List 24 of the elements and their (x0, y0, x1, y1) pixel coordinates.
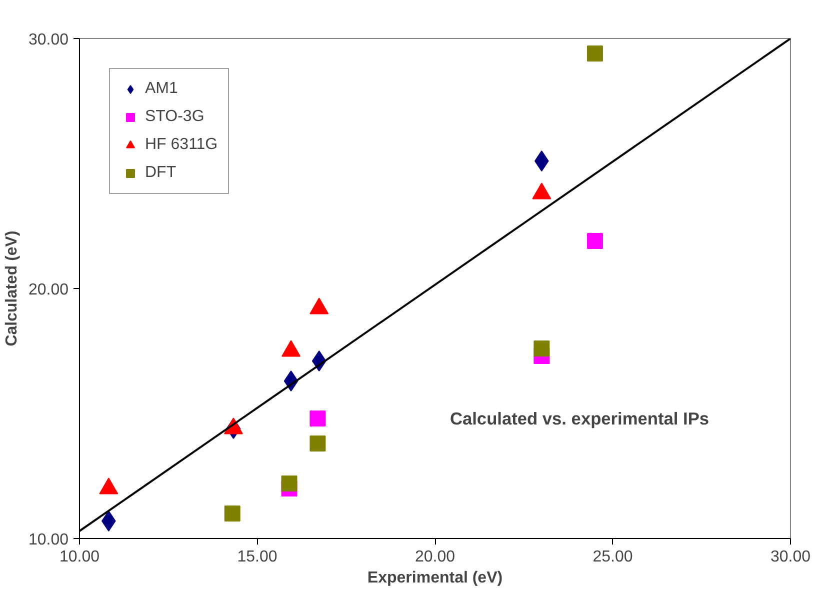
point (534, 150, 549, 172)
point (586, 46, 603, 62)
y-tick-label: 20.00 (28, 282, 69, 298)
point (281, 476, 298, 492)
point (310, 436, 326, 452)
y-axis-title: Calculated (eV) (3, 230, 20, 346)
x-tick-label: 30.00 (770, 548, 811, 566)
point (310, 410, 326, 426)
y-tick-label: 10.00 (28, 532, 69, 548)
point (534, 340, 550, 356)
y-tick-label: 30.00 (28, 32, 69, 48)
annotation: Calculated vs. experimental IPs (450, 408, 710, 428)
legend-label: AM1 (145, 80, 178, 98)
x-tick-label: 20.00 (414, 548, 456, 566)
x-tick-label: 15.00 (237, 548, 278, 566)
legend-label: DFT (145, 164, 176, 182)
x-axis-title: Experimental (eV) (367, 570, 503, 586)
point (586, 233, 603, 249)
x-tick-label: 10.00 (59, 548, 100, 566)
legend-label: STO-3G (145, 108, 204, 126)
point (101, 510, 116, 532)
point (224, 506, 240, 522)
x-tick-label: 25.00 (592, 548, 633, 566)
legend-label: HF 6311G (145, 136, 218, 154)
